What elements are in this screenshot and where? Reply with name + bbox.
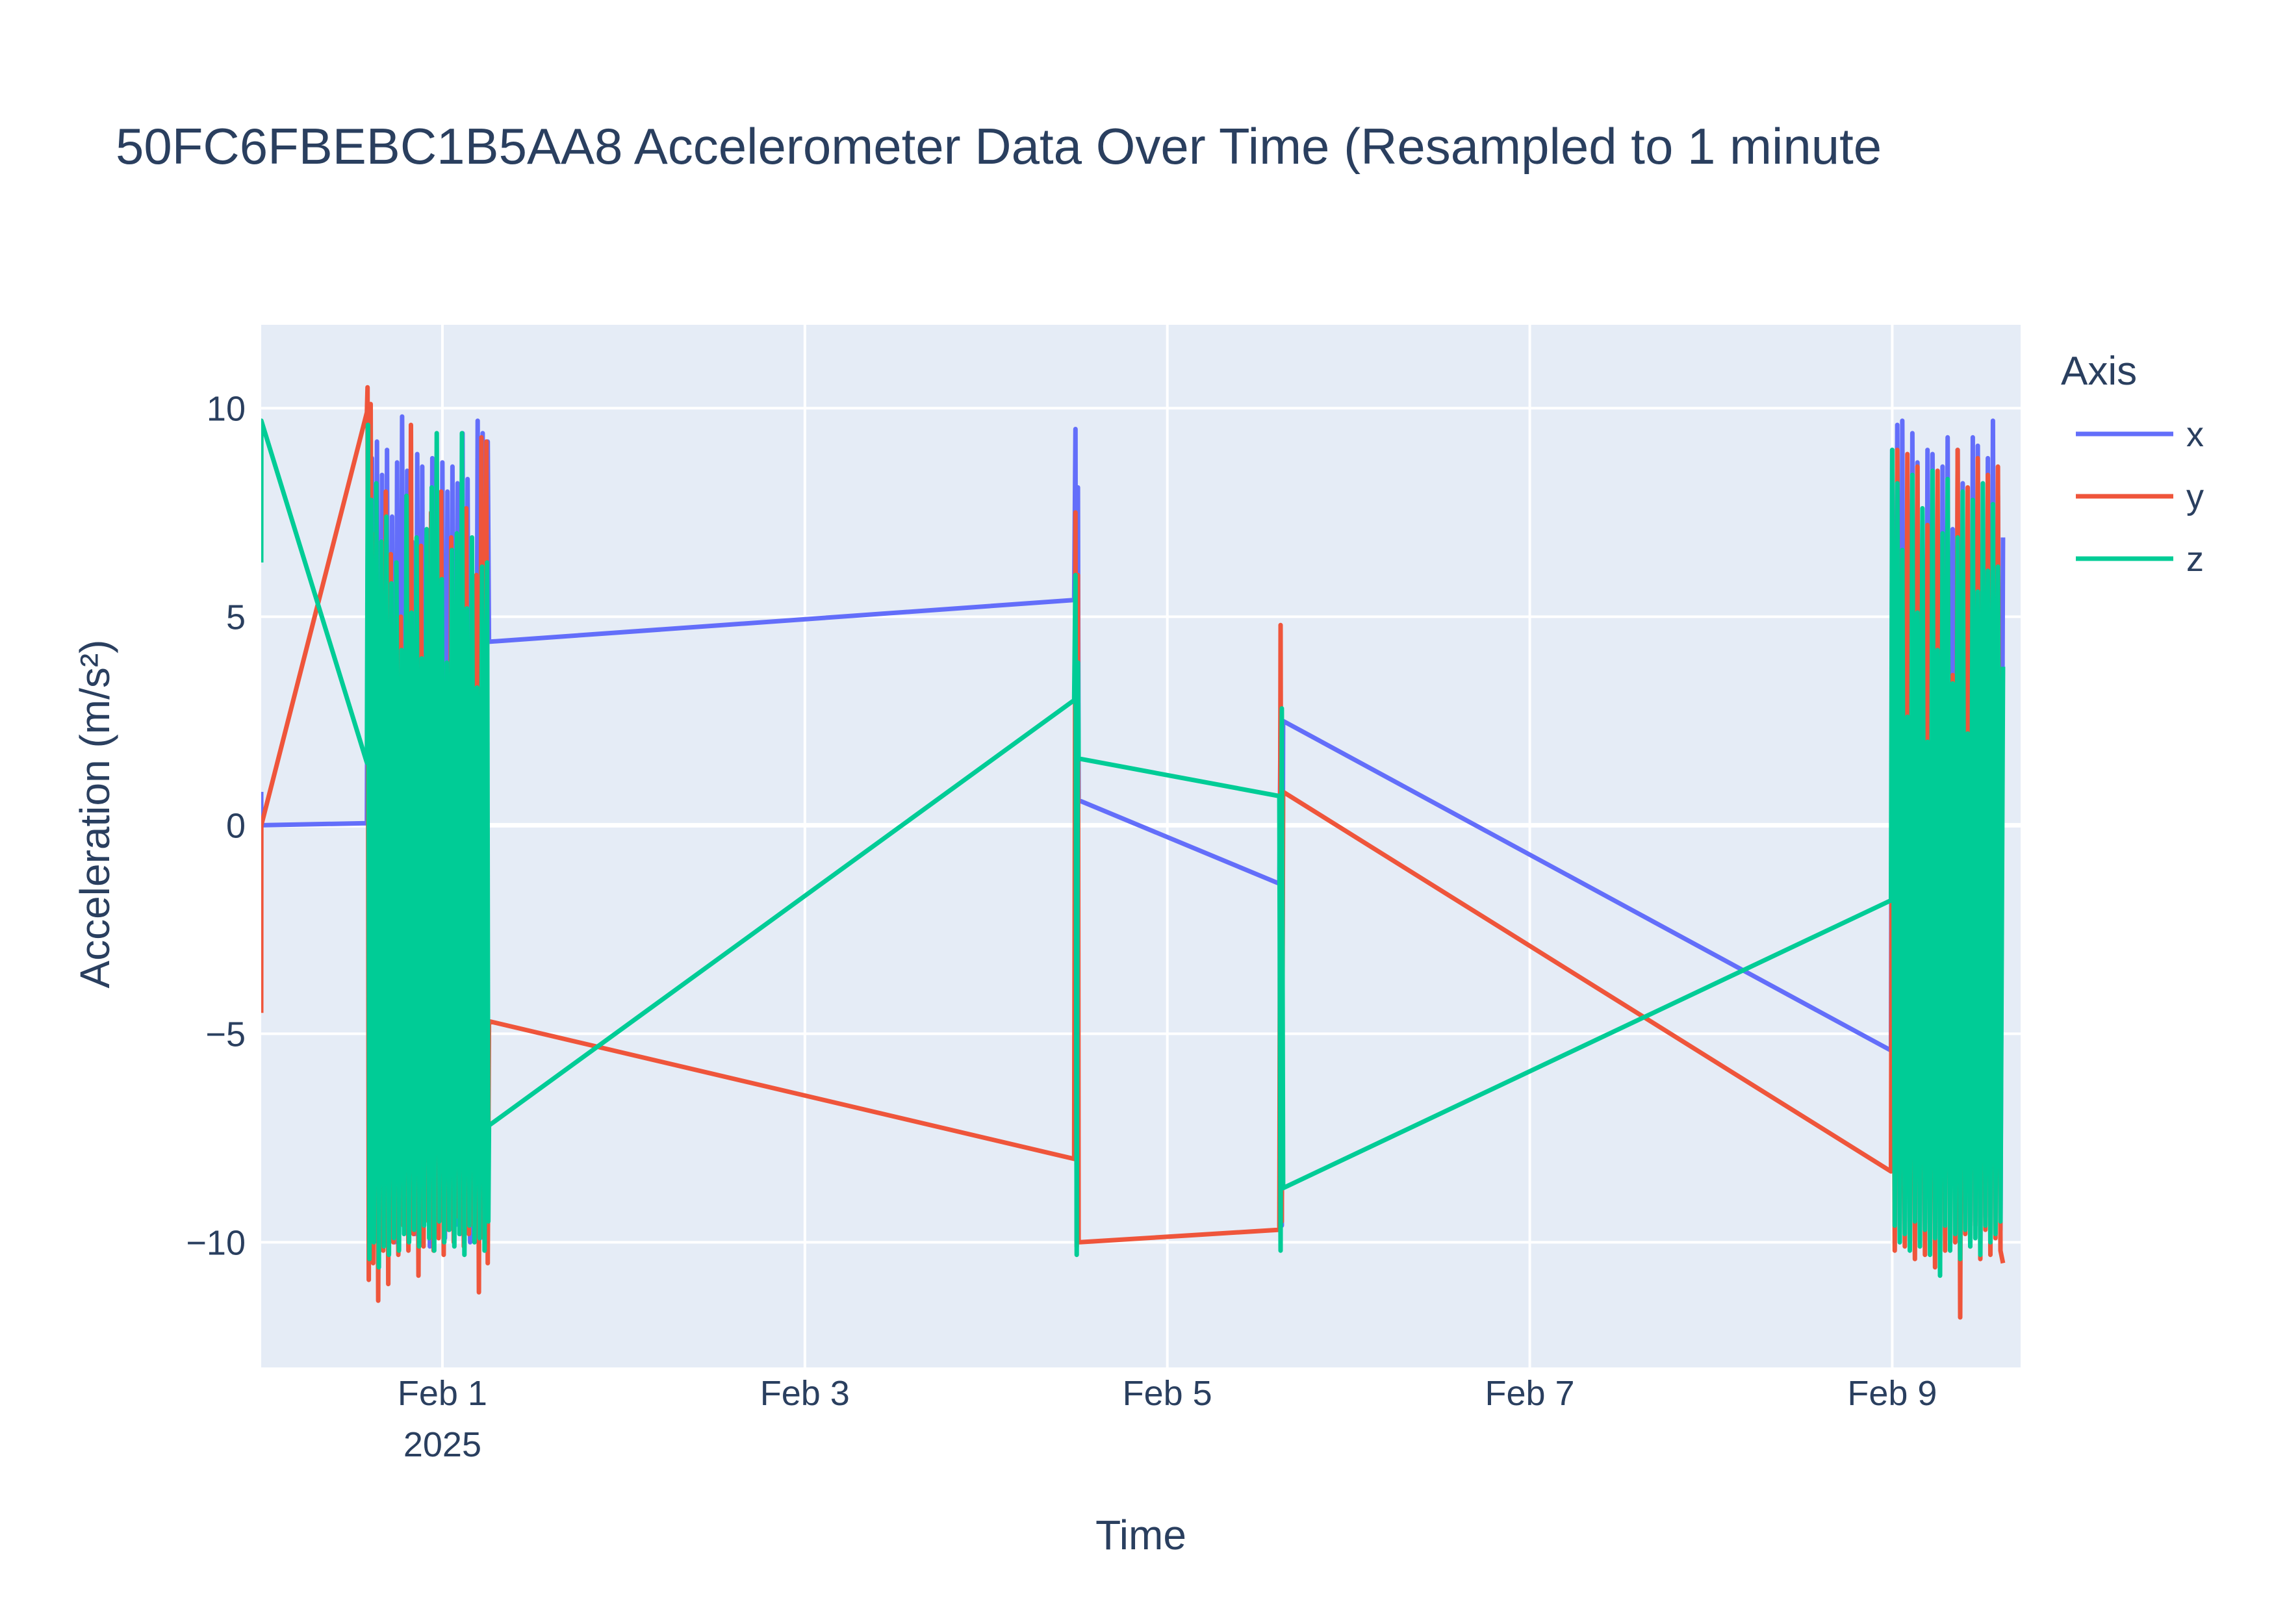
x-tick-label: Feb 1: [398, 1374, 487, 1413]
y-tick-label: −5: [205, 1015, 246, 1054]
legend[interactable]: Axis xyz: [2061, 349, 2204, 579]
series-lines: [261, 385, 2006, 1320]
y-tick-label: 5: [226, 598, 246, 637]
legend-label: x: [2186, 415, 2204, 454]
legend-item-y[interactable]: y: [2076, 477, 2204, 516]
legend-item-x[interactable]: x: [2076, 415, 2204, 454]
legend-label: z: [2186, 540, 2204, 579]
legend-item-z[interactable]: z: [2076, 540, 2204, 579]
x-tick-year-label: 2025: [403, 1425, 481, 1464]
y-tick-label: −10: [186, 1223, 246, 1262]
legend-label: y: [2186, 477, 2204, 516]
y-tick-labels: 10 5 0 −5 −10: [186, 389, 246, 1262]
plot-area: [261, 325, 2021, 1367]
legend-title: Axis: [2061, 349, 2137, 394]
y-axis-title: Acceleration (m/s²): [71, 640, 118, 989]
x-tick-label: Feb 3: [760, 1374, 850, 1413]
x-tick-label: Feb 7: [1485, 1374, 1575, 1413]
x-tick-labels: Feb 1 2025 Feb 3 Feb 5 Feb 7 Feb 9: [398, 1374, 1937, 1464]
y-tick-label: 0: [226, 806, 246, 845]
legend-items[interactable]: xyz: [2076, 415, 2204, 579]
y-tick-label: 10: [207, 389, 246, 428]
x-axis-title: Time: [1095, 1512, 1186, 1558]
x-tick-label: Feb 5: [1123, 1374, 1212, 1413]
series-line-z: [261, 418, 2006, 1278]
x-tick-label: Feb 9: [1847, 1374, 1937, 1413]
chart-title: 50FC6FBEBC1B5AA8 Accelerometer Data Over…: [116, 118, 1882, 175]
